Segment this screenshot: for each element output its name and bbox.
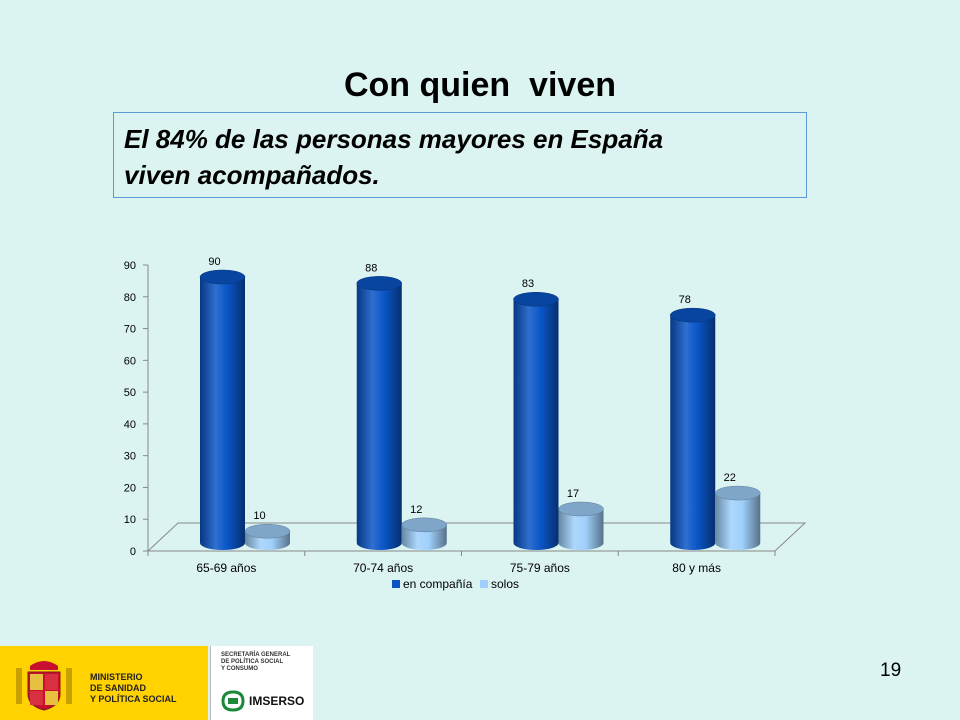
- data-label: 12: [410, 504, 422, 516]
- x-tick-label: 65-69 años: [196, 561, 256, 575]
- y-tick-label: 20: [124, 482, 136, 494]
- bar-en-compania: [200, 277, 245, 551]
- y-tick-label: 30: [124, 451, 136, 463]
- bar-top-cap: [199, 269, 246, 285]
- page-number: 19: [880, 660, 902, 681]
- legend-label: en compañía: [403, 577, 473, 591]
- bar-top-cap: [715, 485, 761, 501]
- bar-en-compania: [670, 315, 716, 551]
- x-tick-label: 75-79 años: [510, 561, 570, 575]
- y-tick-label: 10: [124, 514, 136, 526]
- data-label: 83: [522, 278, 534, 290]
- y-tick-label: 90: [124, 260, 136, 272]
- data-label: 22: [724, 472, 736, 484]
- legend-label: solos: [491, 577, 519, 591]
- imserso-logo: SECRETARÍA GENERAL DE POLÍTICA SOCIAL Y …: [210, 646, 313, 720]
- subtitle-box: El 84% de las personas mayores en España…: [113, 112, 807, 198]
- ministry-text: MINISTERIO DE SANIDAD Y POLÍTICA SOCIAL: [90, 672, 177, 705]
- bar-top-cap: [401, 517, 447, 533]
- imserso-icon: [221, 690, 245, 712]
- data-label: 10: [253, 510, 265, 522]
- subtitle-line-2: viven acompañados.: [124, 160, 380, 190]
- bar-top-cap: [558, 501, 604, 517]
- imserso-label: IMSERSO: [249, 694, 305, 708]
- x-tick-label: 80 y más: [672, 561, 721, 575]
- bar-en-compania: [513, 299, 559, 551]
- data-label: 78: [679, 294, 691, 306]
- bar-top-cap: [356, 276, 402, 291]
- bar-solos: [715, 493, 761, 551]
- y-tick-label: 80: [124, 292, 136, 304]
- chart-floor: [146, 522, 807, 552]
- y-tick-label: 50: [124, 387, 136, 399]
- x-tick-label: 70-74 años: [353, 561, 413, 575]
- ministry-line-2: DE SANIDAD: [90, 683, 147, 693]
- data-label: 17: [567, 488, 579, 500]
- bar-top-cap: [244, 523, 291, 539]
- secretaria-line-1: SECRETARÍA GENERAL: [221, 652, 291, 658]
- slide-title: Con quien viven: [343, 66, 617, 104]
- y-tick-label: 70: [124, 324, 136, 336]
- legend-swatch: [392, 580, 400, 588]
- secretaria-text: SECRETARÍA GENERAL DE POLÍTICA SOCIAL Y …: [221, 652, 290, 673]
- coat-of-arms-icon: [16, 661, 72, 711]
- bar-en-compania: [356, 283, 402, 551]
- y-tick-label: 0: [130, 546, 136, 558]
- subtitle-line-1: El 84% de las personas mayores en España: [124, 124, 664, 154]
- secretaria-line-3: Y CONSUMO: [221, 666, 258, 672]
- y-tick-label: 40: [124, 419, 136, 431]
- ministry-line-1: MINISTERIO: [90, 672, 143, 682]
- footer-logos: MINISTERIO DE SANIDAD Y POLÍTICA SOCIAL …: [0, 646, 320, 720]
- secretaria-line-2: DE POLÍTICA SOCIAL: [221, 659, 284, 665]
- bar-top-cap: [513, 291, 559, 307]
- y-tick-label: 60: [124, 355, 136, 367]
- data-label: 88: [365, 262, 377, 274]
- data-label: 90: [208, 256, 220, 268]
- bar-top-cap: [670, 307, 716, 323]
- legend-swatch: [480, 580, 488, 588]
- ministry-logo: MINISTERIO DE SANIDAD Y POLÍTICA SOCIAL: [0, 646, 208, 720]
- bar-solos: [558, 508, 604, 551]
- ministry-line-3: Y POLÍTICA SOCIAL: [90, 694, 177, 704]
